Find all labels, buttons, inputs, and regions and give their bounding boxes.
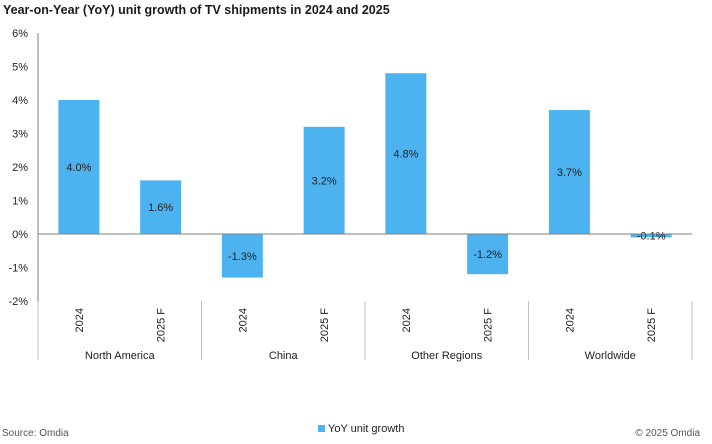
data-labels: 4.0% 1.6% -1.3% 3.2% 4.8% -1.2% 3.7% -0.1%: [66, 149, 665, 263]
x-group-label: North America: [85, 350, 156, 362]
x-tick-label: 2024: [401, 308, 413, 332]
bar: [467, 234, 509, 275]
data-label: -1.2%: [473, 249, 502, 261]
x-tick-label: 2025 F: [646, 308, 658, 343]
data-label: -0.1%: [637, 231, 666, 243]
y-tick-label: 4%: [12, 95, 28, 107]
data-label: 3.7%: [557, 167, 582, 179]
axes: [37, 33, 693, 360]
chart-title: Year-on-Year (YoY) unit growth of TV shi…: [3, 3, 390, 17]
legend-swatch: [318, 425, 325, 432]
legend: YoY unit growth: [318, 423, 404, 435]
y-tick-label: 5%: [12, 62, 28, 74]
bar: [548, 110, 590, 234]
x-tick-label: 2024: [74, 308, 86, 332]
bar: [140, 180, 182, 234]
data-label: 4.0%: [66, 162, 91, 174]
x-tick-label: 2024: [564, 308, 576, 332]
y-tick-label: 6%: [12, 28, 28, 40]
data-label: 4.8%: [393, 149, 418, 161]
copyright-note: © 2025 Omdia: [635, 428, 700, 439]
x-axis-categories: 2024 2025 F 2024 2025 F 2024 2025 F 2024 2025 F: [74, 308, 658, 343]
data-label: -1.3%: [228, 251, 257, 263]
x-tick-label: 2025 F: [319, 308, 331, 343]
legend-label: YoY unit growth: [328, 423, 404, 435]
bar: [303, 126, 345, 234]
y-axis: 6% 5% 4% 3% 2% 1% 0% -1% -2%: [8, 28, 28, 308]
y-tick-label: 3%: [12, 129, 28, 141]
source-note: Source: Omdia: [2, 428, 69, 439]
bar: [221, 234, 263, 278]
y-tick-label: -2%: [8, 296, 28, 308]
x-tick-label: 2025 F: [483, 308, 495, 343]
y-tick-label: 2%: [12, 162, 28, 174]
x-group-label: Other Regions: [411, 350, 482, 362]
x-tick-label: 2024: [237, 308, 249, 332]
data-label: 1.6%: [148, 202, 173, 214]
y-tick-label: 0%: [12, 229, 28, 241]
x-tick-label: 2025 F: [156, 308, 168, 343]
data-label: 3.2%: [312, 175, 337, 187]
bar: [385, 73, 427, 234]
x-axis-groups: North America China Other Regions Worldwide: [85, 350, 636, 362]
bar: [630, 234, 672, 238]
x-group-label: Worldwide: [585, 350, 636, 362]
bars: [58, 73, 672, 278]
bar: [58, 100, 100, 234]
y-tick-label: 1%: [12, 196, 28, 208]
x-group-label: China: [269, 350, 299, 362]
y-tick-label: -1%: [8, 263, 28, 275]
